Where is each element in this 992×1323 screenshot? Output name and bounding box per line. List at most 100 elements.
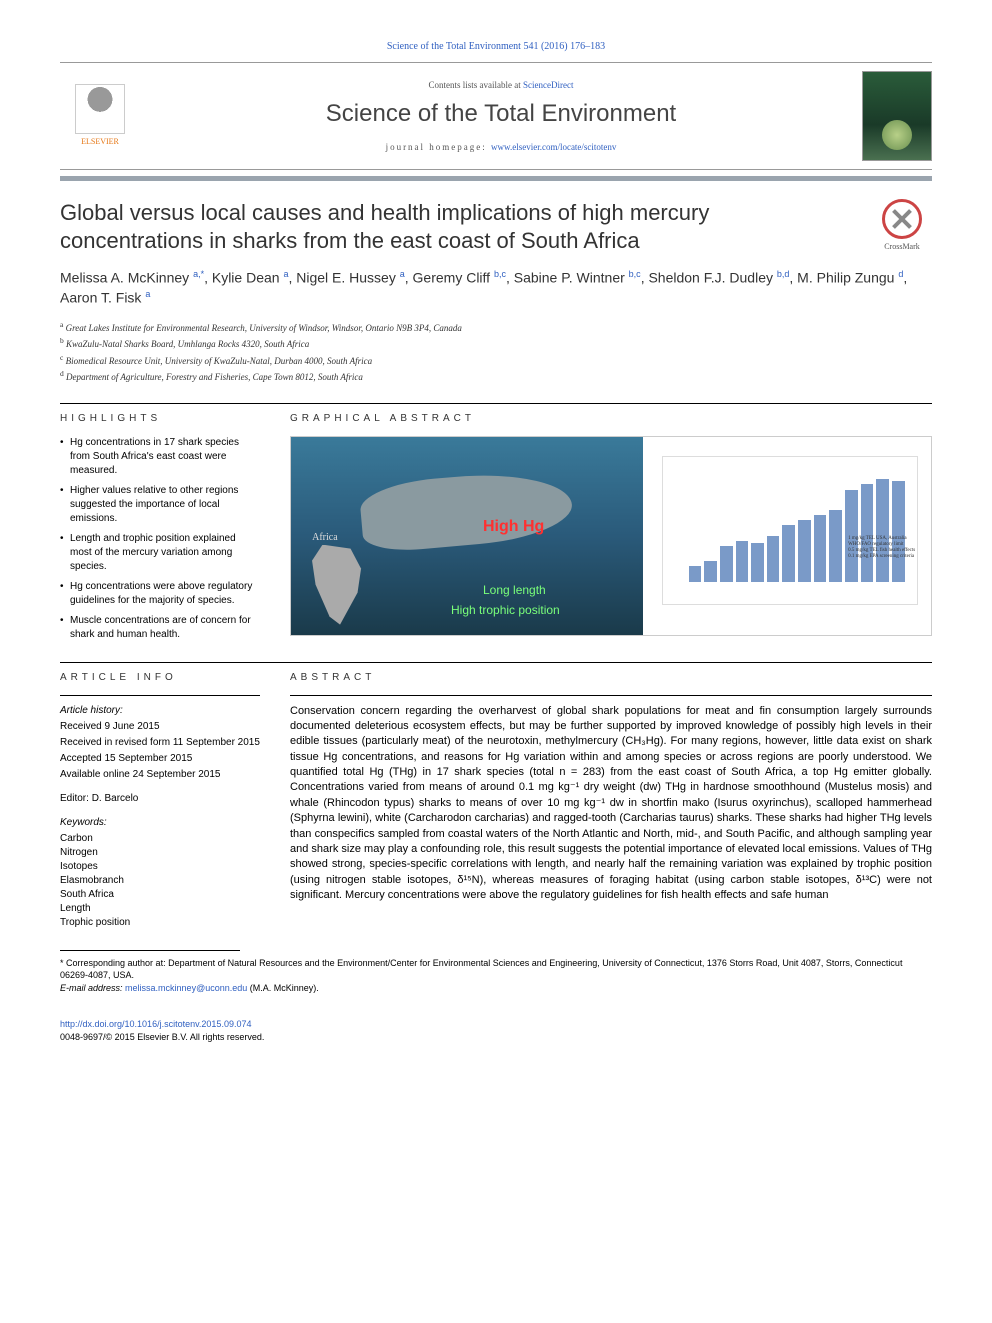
affiliation-line: b KwaZulu-Natal Sharks Board, Umhlanga R… [60,335,932,352]
contents-prefix: Contents lists available at [429,80,523,90]
abstract-divider [290,695,932,696]
ga-bar [814,515,827,582]
received-date: Received 9 June 2015 [60,720,260,734]
online-date: Available online 24 September 2015 [60,768,260,782]
accepted-date: Accepted 15 September 2015 [60,752,260,766]
revised-date: Received in revised form 11 September 20… [60,736,260,750]
highlights-heading: HIGHLIGHTS [60,412,260,426]
crossmark-icon [882,199,922,239]
affiliation-line: c Biomedical Resource Unit, University o… [60,352,932,369]
highlights-column: HIGHLIGHTS Hg concentrations in 17 shark… [60,412,260,648]
ga-bar [751,543,764,582]
keyword: South Africa [60,888,260,902]
ga-bar [861,484,874,581]
keyword: Nitrogen [60,846,260,860]
bottom-block: http://dx.doi.org/10.1016/j.scitotenv.20… [60,1018,932,1043]
info-divider [60,695,260,696]
editor-label: Editor: [60,793,89,804]
homepage-line: journal homepage: www.elsevier.com/locat… [140,141,862,154]
ga-legend-line: 1 mg/kg TEL USA, Australia [848,536,915,542]
ga-bar-chart: 1 mg/kg TEL USA, AustraliaWHO/FAO regula… [662,456,918,605]
ga-bar [798,520,811,582]
ga-bar [782,525,795,581]
homepage-link[interactable]: www.elsevier.com/locate/scitotenv [491,142,616,152]
ga-legend-line: 0.1 mg/kg EPA screening criteria [848,554,915,560]
homepage-prefix: journal homepage: [386,142,491,152]
email-person: (M.A. McKinney). [250,983,319,993]
keywords-list: CarbonNitrogenIsotopesElasmobranchSouth … [60,832,260,930]
highlight-item: Hg concentrations were above regulatory … [60,580,260,608]
journal-cover-thumbnail [862,71,932,161]
email-label: E-mail address: [60,983,123,993]
abstract-heading: ABSTRACT [290,671,932,685]
ga-high-hg-label: High Hg [483,516,544,538]
article-info-column: ARTICLE INFO Article history: Received 9… [60,671,260,930]
graphical-abstract-figure: Africa High Hg Long length High trophic … [290,436,932,636]
elsevier-tree-icon [75,84,125,134]
keywords-block: Keywords: CarbonNitrogenIsotopesElasmobr… [60,816,260,930]
affiliation-line: a Great Lakes Institute for Environmenta… [60,319,932,336]
top-citation[interactable]: Science of the Total Environment 541 (20… [60,40,932,54]
divider-thin-1 [60,403,932,404]
divider-thin-2 [60,662,932,663]
abstract-column: ABSTRACT Conservation concern regarding … [290,671,932,930]
ga-bar [829,510,842,582]
journal-name: Science of the Total Environment [140,97,862,131]
keyword: Elasmobranch [60,874,260,888]
affiliations: a Great Lakes Institute for Environmenta… [60,319,932,385]
ga-bar [736,541,749,582]
elsevier-logo: ELSEVIER [60,76,140,156]
ga-shark-silhouette [359,467,575,554]
ga-bar [876,479,889,582]
header-center: Contents lists available at ScienceDirec… [140,79,862,154]
highlight-item: Muscle concentrations are of concern for… [60,614,260,642]
crossmark-badge[interactable]: CrossMark [872,199,932,252]
editor-name: D. Barcelo [92,793,139,804]
ga-bars-container [689,479,905,582]
article-info-heading: ARTICLE INFO [60,671,260,685]
ga-bar [689,566,702,581]
ga-trophic-label: High trophic position [451,602,560,619]
title-row: Global versus local causes and health im… [60,199,932,254]
sciencedirect-link[interactable]: ScienceDirect [523,80,573,90]
divider-thick [60,176,932,181]
highlight-item: Length and trophic position explained mo… [60,532,260,574]
highlight-item: Higher values relative to other regions … [60,484,260,526]
affiliation-line: d Department of Agriculture, Forestry an… [60,368,932,385]
highlights-list: Hg concentrations in 17 shark species fr… [60,436,260,642]
contents-line: Contents lists available at ScienceDirec… [140,79,862,92]
issn-copyright: 0048-9697/© 2015 Elsevier B.V. All right… [60,1032,264,1042]
ga-africa-label: Africa [312,531,338,545]
ga-legend: 1 mg/kg TEL USA, AustraliaWHO/FAO regula… [848,536,915,560]
keyword: Trophic position [60,916,260,930]
keyword: Length [60,902,260,916]
journal-header: ELSEVIER Contents lists available at Sci… [60,62,932,170]
article-title: Global versus local causes and health im… [60,199,852,254]
ga-africa-map [302,545,372,625]
info-abstract-row: ARTICLE INFO Article history: Received 9… [60,671,932,930]
highlights-graphical-row: HIGHLIGHTS Hg concentrations in 17 shark… [60,412,932,648]
abstract-text: Conservation concern regarding the overh… [290,704,932,904]
keyword: Carbon [60,832,260,846]
email-line: E-mail address: melissa.mckinney@uconn.e… [60,982,932,995]
ga-legend-line: 0.5 mg/kg TEL fish health effects [848,548,915,554]
editor-line: Editor: D. Barcelo [60,792,260,806]
graphical-heading: GRAPHICAL ABSTRACT [290,412,932,426]
ga-bar [720,546,733,582]
footnotes: * Corresponding author at: Department of… [60,957,932,995]
footnote-rule [60,950,240,951]
ga-bar [767,536,780,582]
authors: Melissa A. McKinney a,*, Kylie Dean a, N… [60,268,932,309]
crossmark-label: CrossMark [884,242,920,251]
history-heading: Article history: [60,704,260,718]
doi-link[interactable]: http://dx.doi.org/10.1016/j.scitotenv.20… [60,1019,251,1029]
highlight-item: Hg concentrations in 17 shark species fr… [60,436,260,478]
ga-bar [892,481,905,581]
corresponding-author: * Corresponding author at: Department of… [60,957,932,982]
email-link[interactable]: melissa.mckinney@uconn.edu [125,983,247,993]
publisher-name: ELSEVIER [81,136,119,147]
ga-bar [704,561,717,582]
keywords-heading: Keywords: [60,816,260,830]
keyword: Isotopes [60,860,260,874]
ga-long-length-label: Long length [483,582,546,599]
